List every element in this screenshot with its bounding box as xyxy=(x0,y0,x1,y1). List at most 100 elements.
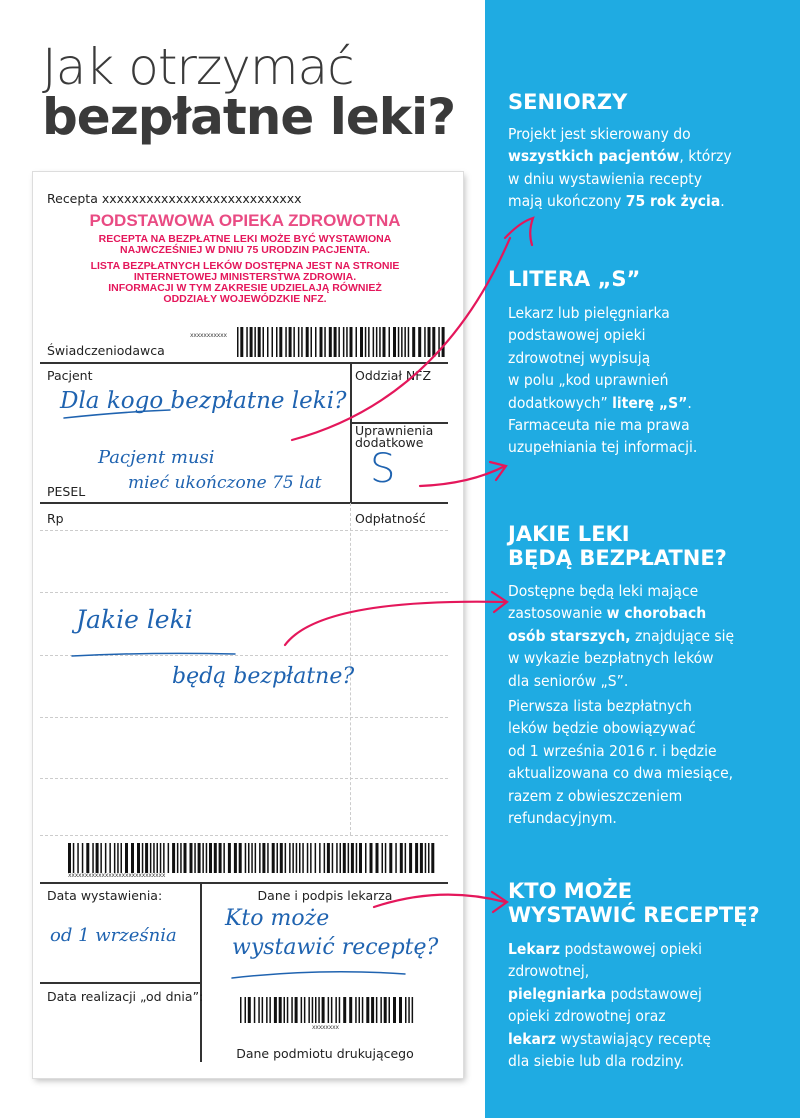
barcode-bar xyxy=(276,327,278,357)
barcode-bar xyxy=(194,843,196,873)
barcode-bar xyxy=(315,997,317,1023)
stamp-line: NAJWCZEŚNIEJ W DNIU 75 URODZIN PACJENTA. xyxy=(120,243,370,256)
barcode-bar xyxy=(100,843,102,873)
barcode-bar xyxy=(223,843,225,873)
barcode-bar xyxy=(292,843,294,873)
barcode-bar xyxy=(418,327,422,357)
barcode-bar xyxy=(399,997,402,1023)
barcode-bar xyxy=(120,843,122,873)
text-line: osób starszych, znajdujące się xyxy=(508,625,734,647)
barcode-bar xyxy=(371,997,375,1023)
barcode-bar xyxy=(240,997,242,1023)
barcode-bar xyxy=(355,843,358,873)
barcode-bar xyxy=(149,843,152,873)
text-line: zdrowotnej wypisują xyxy=(508,347,697,369)
barcode-bar xyxy=(324,327,326,357)
text: . xyxy=(720,192,725,211)
divider xyxy=(40,882,448,884)
text: dla siebie lub dla rodziny. xyxy=(508,1052,685,1071)
bold-text: osób starszych, xyxy=(508,626,631,645)
text: opieki zdrowotnej oraz xyxy=(508,1007,666,1026)
barcode-bar xyxy=(408,997,410,1023)
barcode-bar xyxy=(238,843,242,873)
barcode-bar xyxy=(72,843,75,873)
barcode-bar xyxy=(301,327,303,357)
text-line: w wykazie bezpłatnych leków xyxy=(508,647,734,669)
barcode-bar xyxy=(271,327,273,357)
barcode-bar xyxy=(395,843,397,873)
barcode-bar xyxy=(92,843,94,873)
barcode-bar xyxy=(285,327,287,357)
text: podstawowej xyxy=(606,984,702,1003)
divider xyxy=(40,362,448,364)
barcode-bar xyxy=(180,843,182,873)
text-line: zdrowotnej, xyxy=(508,960,711,982)
barcode-bar xyxy=(338,327,340,357)
text-line: dla siebie lub dla rodziny. xyxy=(508,1050,711,1072)
text: leków będzie obowiązywać xyxy=(508,719,696,738)
paragraph-seniorzy: Projekt jest skierowany do wszystkich pac… xyxy=(508,123,732,213)
text: aktualizowana co dwa miesiące, xyxy=(508,764,734,783)
handwriting-letter-s: S xyxy=(370,446,396,492)
text-line: podstawowej opieki xyxy=(508,324,697,346)
text: dla seniorów „S”. xyxy=(508,671,629,690)
barcode-bar xyxy=(409,843,413,873)
stamp-title: PODSTAWOWA OPIEKA ZDROWOTNA xyxy=(89,211,401,230)
barcode-bar xyxy=(269,997,271,1023)
text-line: Lekarz lub pielęgniarka xyxy=(508,302,697,324)
barcode-bar xyxy=(276,843,278,873)
bold-text: Lekarz xyxy=(508,940,561,958)
label-dane-podmiotu: Dane podmiotu drukującego xyxy=(236,1046,414,1061)
barcode-bar xyxy=(419,843,423,873)
heading-kto: KTO MOŻE WYSTAWIĆ RECEPTĘ? xyxy=(508,879,760,927)
barcode-bar xyxy=(176,843,179,873)
barcode-bar xyxy=(375,327,378,357)
barcode-bar xyxy=(379,327,381,357)
barcode-bar xyxy=(81,843,84,873)
heading-seniorzy: SENIORZY xyxy=(508,90,628,114)
text-line: razem z obwieszczeniem xyxy=(508,785,733,807)
barcode-bar xyxy=(401,327,403,357)
text: Projekt jest skierowany do xyxy=(508,125,691,143)
barcode-bar xyxy=(364,327,367,357)
barcode-bar xyxy=(261,997,264,1023)
barcode-bar xyxy=(271,843,275,873)
barcode-bar xyxy=(404,843,407,873)
text-line: leków będzie obowiązywać xyxy=(508,717,733,739)
barcode-bar xyxy=(248,843,250,873)
stamp-line: INFORMACJI W TYM ZAKRESIE UDZIELAJĄ RÓWN… xyxy=(108,281,382,294)
text: podstawowej opieki xyxy=(508,326,646,345)
barcode-bar xyxy=(300,997,303,1023)
text-line: Pierwsza lista bezpłatnych xyxy=(508,695,733,717)
barcode-bar xyxy=(247,997,251,1023)
handwriting-drugs-2: będą bezpłatne? xyxy=(172,664,355,689)
stamp-line: RECEPTA NA BEZPŁATNE LEKI MOŻE BYĆ WYSTA… xyxy=(98,232,392,245)
barcode-bar xyxy=(283,997,285,1023)
paragraph-litera: Lekarz lub pielęgniarka podstawowej opiek… xyxy=(508,302,697,459)
barcode-bar xyxy=(284,843,287,873)
text-line: Dostępne będą leki mające xyxy=(508,580,734,602)
barcode-bar xyxy=(267,843,269,873)
barcode-bar xyxy=(167,843,170,873)
barcode-bar xyxy=(262,327,264,357)
barcode-bar xyxy=(336,843,338,873)
barcode-bar xyxy=(293,327,295,357)
barcode-bar xyxy=(411,997,414,1023)
text: refundacyjnym. xyxy=(508,809,617,828)
barcode-bar xyxy=(393,997,396,1023)
barcode-bar xyxy=(266,997,268,1023)
barcode-bar xyxy=(375,843,379,873)
barcode-bar xyxy=(358,997,360,1023)
barcode-bar xyxy=(258,997,260,1023)
text: w polu „kod uprawnień xyxy=(508,371,669,390)
barcode-bar xyxy=(412,327,416,357)
heading-kto-line: WYSTAWIĆ RECEPTĘ? xyxy=(508,903,760,927)
barcode-bar xyxy=(213,843,217,873)
barcode-bar xyxy=(253,997,256,1023)
barcode-bar xyxy=(279,843,283,873)
text: od 1 września 2016 r. i będzie xyxy=(508,741,717,760)
barcode-bar xyxy=(380,997,382,1023)
text-line: mają ukończony 75 rok życia. xyxy=(508,190,732,212)
text: zdrowotnej, xyxy=(508,962,590,981)
barcode-bar xyxy=(319,843,321,873)
